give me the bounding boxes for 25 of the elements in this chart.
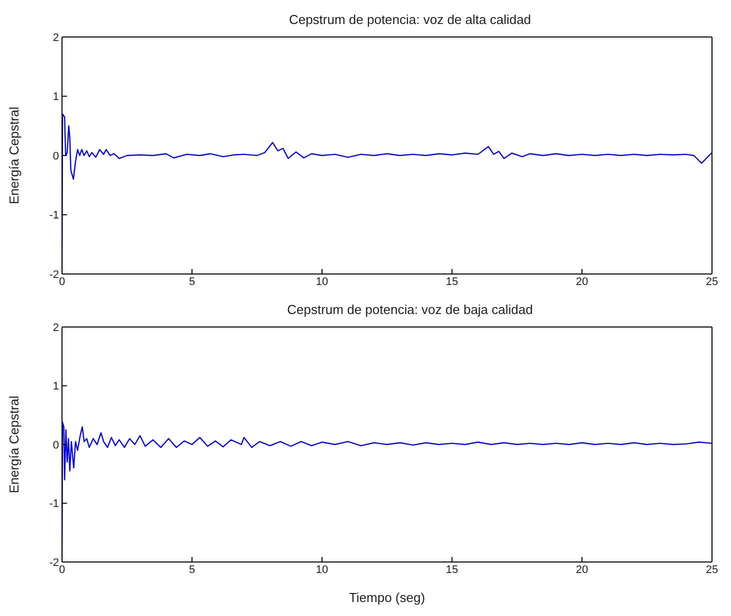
y-tick-label: 1	[52, 91, 59, 104]
y-tick-label: 0	[52, 150, 59, 162]
y-tick-label: 2	[52, 322, 59, 334]
x-tick-label: 15	[446, 564, 458, 576]
chart-title: Cepstrum de potencia: voz de baja calidad	[286, 302, 534, 317]
x-tick-label: 10	[316, 276, 328, 288]
x-tick-label: 15	[446, 276, 458, 288]
y-tick-label: 0	[52, 439, 59, 452]
y-tick-label: -2	[49, 556, 59, 569]
x-axis-title: Tiempo (seg)	[348, 590, 426, 605]
x-tick-label: 10	[316, 564, 328, 576]
x-tick-label: 5	[188, 564, 196, 576]
y-axis-title: Energía Cepstral	[6, 396, 22, 494]
y-tick-label: -2	[49, 268, 59, 281]
y-tick-label: 1	[52, 380, 59, 393]
y-axis-title: Energía Cepstral	[6, 106, 22, 204]
x-tick-label: 25	[706, 564, 718, 576]
y-tick-label: 2	[52, 32, 59, 44]
x-tick-label: 20	[576, 564, 588, 576]
x-tick-label: 5	[188, 276, 196, 288]
x-tick-label: 25	[706, 276, 718, 288]
chart-title: Cepstrum de potencia: voz de alta calidad	[288, 12, 532, 27]
y-tick-label: -1	[49, 498, 59, 510]
x-tick-label: 20	[576, 276, 588, 288]
y-tick-label: -1	[49, 210, 59, 222]
